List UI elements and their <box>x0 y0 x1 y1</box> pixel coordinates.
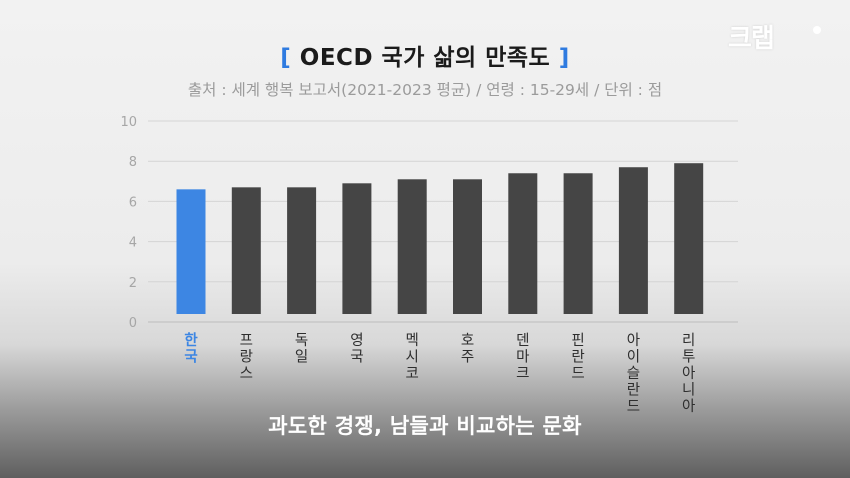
brand-logo-dot-icon <box>813 26 821 34</box>
video-caption: 과도한 경쟁, 남들과 비교하는 문화 <box>268 414 582 438</box>
brand-logo: 크랩 <box>728 24 775 54</box>
y-tick-label: 4 <box>129 236 137 251</box>
bar <box>342 183 372 314</box>
y-tick-label: 6 <box>129 195 137 210</box>
bar <box>397 179 427 314</box>
title-bracket-open: [ <box>280 45 292 71</box>
title-bracket-close: ] <box>558 45 570 71</box>
bar <box>674 163 704 314</box>
y-tick-label: 8 <box>129 155 137 170</box>
y-tick-label: 2 <box>129 276 137 291</box>
chart-bars <box>176 163 704 314</box>
title-text: OECD 국가 삶의 만족도 <box>299 45 551 71</box>
bar <box>508 173 538 314</box>
chart-subtitle: 출처 : 세계 행복 보고서(2021-2023 평균) / 연령 : 15-2… <box>187 81 663 99</box>
bar <box>618 167 648 314</box>
chart-title: [ OECD 국가 삶의 만족도 ] <box>0 38 850 72</box>
x-axis-labels: 한 국 프 랑 스 독 일 영 국 멕 시 코 호 주 덴 마 크 핀 란 드 아 이 슬 란 드 리 투 아 니 아 <box>184 332 695 415</box>
bar <box>563 173 593 314</box>
bar <box>231 187 261 314</box>
y-tick-label: 10 <box>120 115 137 130</box>
y-tick-label: 0 <box>129 316 137 331</box>
bar <box>176 189 206 314</box>
bar <box>453 179 482 314</box>
y-axis: 0 2 4 6 8 10 <box>120 115 137 331</box>
bar <box>287 187 317 314</box>
